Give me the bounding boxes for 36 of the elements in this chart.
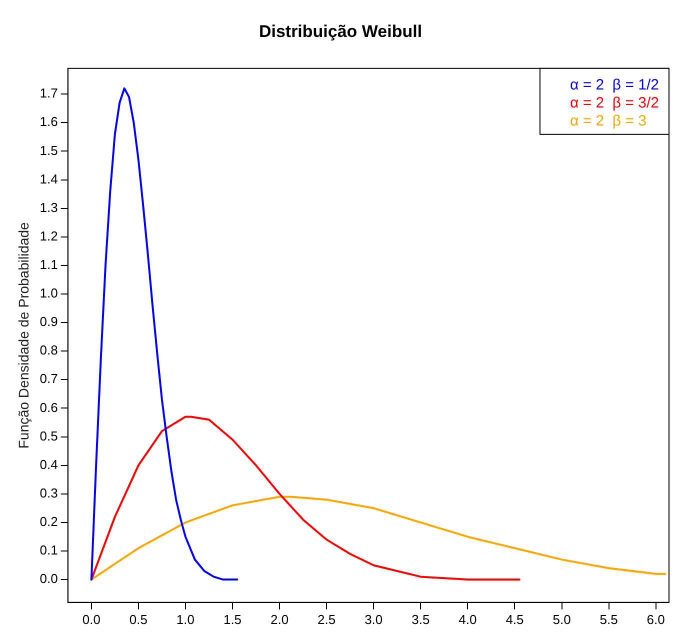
x-tick-label: 6.0 [646, 612, 665, 627]
y-tick-label: 0.7 [40, 371, 58, 386]
y-tick-label: 0.9 [40, 314, 58, 330]
x-tick-label: 0.0 [82, 612, 100, 627]
x-tick-label: 4.5 [506, 612, 524, 627]
x-tick-label: 5.0 [552, 612, 571, 627]
y-tick-label: 0.1 [40, 542, 58, 558]
x-tick-label: 1.5 [223, 612, 242, 627]
y-tick-label: 0.5 [40, 428, 58, 444]
y-axis-title: Função Densidade de Probabilidade [15, 222, 32, 449]
y-tick-label: 1.0 [40, 286, 58, 301]
y-tick-label: 0.3 [40, 485, 58, 500]
y-tick-label: 0.4 [40, 456, 58, 472]
y-tick-label: 1.4 [40, 171, 58, 186]
y-tick-label: 0.0 [40, 571, 58, 586]
x-tick-label: 1.0 [176, 612, 194, 627]
x-tick-label: 3.0 [364, 612, 383, 627]
x-tick-label: 3.5 [412, 612, 430, 627]
text: α = 2 β = 3/2 [570, 94, 660, 112]
x-tick-label: 4.0 [458, 612, 477, 627]
text: α = 2 β = 3 [570, 112, 646, 130]
x-tick-label: 5.5 [600, 612, 618, 627]
y-tick-label: 1.7 [40, 86, 58, 101]
y-tick-label: 1.2 [40, 228, 58, 244]
y-tick-label: 0.6 [40, 400, 58, 415]
y-tick-label: 1.6 [40, 114, 58, 130]
text: α = 2 β = 1/2 [570, 76, 660, 94]
y-tick-label: 0.8 [40, 342, 58, 358]
y-tick-label: 1.1 [40, 257, 58, 272]
chart-title: Distribuição Weibull [258, 22, 422, 41]
y-tick-label: 0.2 [40, 514, 58, 530]
x-tick-label: 0.5 [129, 612, 148, 627]
x-tick-label: 2.5 [318, 612, 336, 627]
y-tick-label: 1.3 [40, 200, 58, 215]
x-tick-label: 2.0 [270, 612, 289, 627]
y-tick-label: 1.5 [40, 142, 58, 158]
